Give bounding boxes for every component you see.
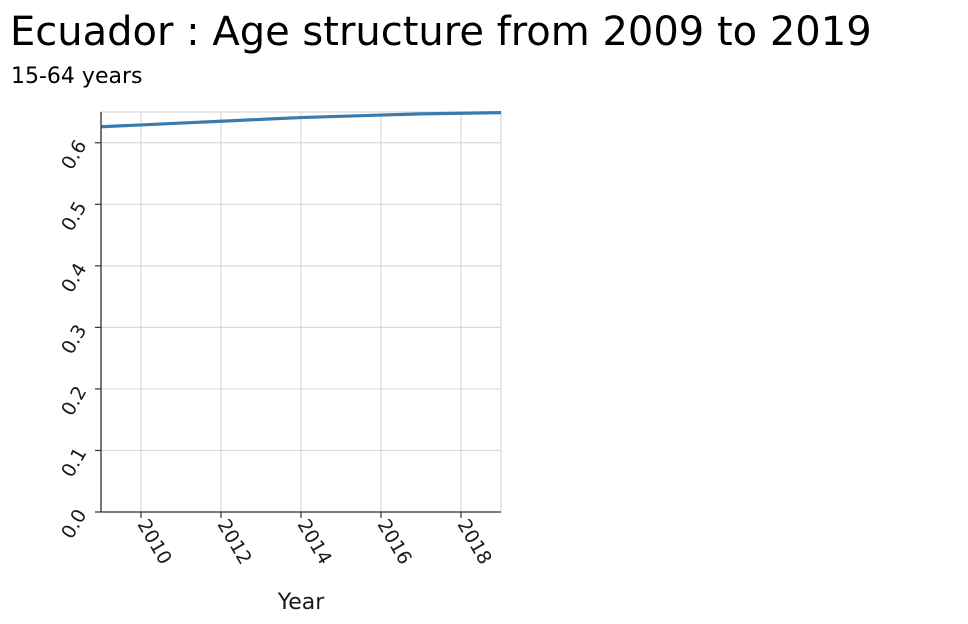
series-line <box>100 111 502 129</box>
chart-subtitle: 15-64 years <box>11 64 143 89</box>
x-tick-label: 2014 <box>293 516 336 569</box>
gridlines <box>100 111 502 513</box>
x-tick-label: 2016 <box>373 516 416 569</box>
tick-labels: 2010 2012 2014 2016 2018 0.0 0.1 0.2 0.3 0.4 0.5 0.… <box>57 136 496 568</box>
y-tick-label: 0.5 <box>57 198 91 235</box>
y-tick-label: 0.2 <box>57 382 91 419</box>
y-tick-label: 0.1 <box>57 444 91 481</box>
x-axis-label: Year <box>277 590 326 615</box>
chart-title: Ecuador : Age structure from 2009 to 201… <box>10 9 872 55</box>
y-tick-label: 0.4 <box>57 259 91 296</box>
x-tick-label: 2018 <box>453 516 496 569</box>
x-tick-label: 2010 <box>133 516 176 569</box>
y-tick-label: 0.3 <box>57 321 91 358</box>
axes <box>95 112 501 518</box>
y-tick-label: 0.0 <box>57 506 91 543</box>
series-layer <box>100 111 502 129</box>
x-tick-label: 2012 <box>213 516 256 569</box>
y-tick-label: 0.6 <box>57 136 91 173</box>
